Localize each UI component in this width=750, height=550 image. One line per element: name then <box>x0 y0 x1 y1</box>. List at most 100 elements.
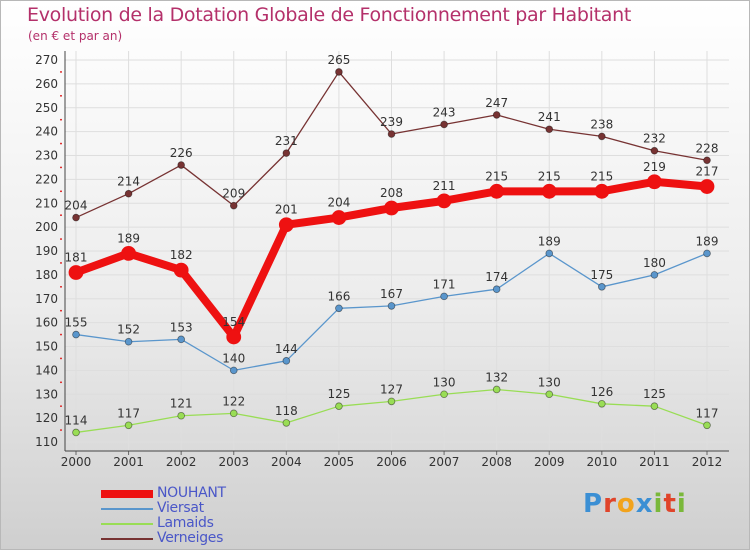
x-tick-label-2002: 2002 <box>166 455 197 469</box>
point-nouhant-2002 <box>173 262 189 278</box>
data-label-viersat-2005: 166 <box>327 289 350 303</box>
point-verneiges-2008 <box>492 111 501 119</box>
data-label-lamaids-2002: 121 <box>170 397 193 411</box>
point-viersat-2010 <box>598 283 606 291</box>
data-label-verneiges-2000: 204 <box>65 199 88 213</box>
data-label-nouhant-2004: 201 <box>275 203 298 217</box>
point-nouhant-2004 <box>278 217 294 233</box>
data-label-lamaids-2003: 122 <box>222 394 245 408</box>
y-tick-label-180: 180 <box>35 268 58 282</box>
y-tick-label-200: 200 <box>35 220 58 234</box>
legend-swatch-verneiges <box>101 538 153 540</box>
data-label-nouhant-2010: 215 <box>590 169 613 183</box>
point-lamaids-2002 <box>177 411 185 420</box>
logo-letter: x <box>635 489 654 519</box>
chart-subtitle: (en € et par an) <box>28 29 123 43</box>
point-nouhant-2010 <box>594 183 610 199</box>
x-tick-label-2000: 2000 <box>61 455 92 469</box>
legend-label-viersat: Viersat <box>157 500 204 516</box>
point-verneiges-2009 <box>545 125 554 134</box>
data-label-lamaids-2001: 117 <box>117 406 140 420</box>
point-verneiges-2012 <box>703 156 711 165</box>
point-verneiges-2010 <box>598 132 606 141</box>
y-tick-label-260: 260 <box>35 77 58 91</box>
data-label-lamaids-2004: 118 <box>275 404 298 418</box>
y-tick-label-230: 230 <box>35 149 58 163</box>
x-tick-label-2012: 2012 <box>692 455 723 469</box>
point-nouhant-2009 <box>541 183 557 199</box>
legend-swatch-nouhant <box>101 490 153 498</box>
axes: 110 120 130 140 150 160 170 180 190 200 210 220 230 2… <box>35 51 729 469</box>
y-tick-label-190: 190 <box>35 244 58 258</box>
point-viersat-2002 <box>177 335 185 344</box>
x-tick-label-2011: 2011 <box>639 455 670 469</box>
point-nouhant-2012 <box>699 179 715 194</box>
y-tick-label-240: 240 <box>35 125 58 139</box>
point-lamaids-2004 <box>282 419 291 427</box>
legend-swatch-viersat <box>101 508 153 510</box>
proxiti-logo: Proxiti <box>583 489 687 519</box>
point-nouhant-2008 <box>489 183 505 199</box>
legend-label-nouhant: NOUHANT <box>157 485 226 501</box>
data-label-viersat-2003: 140 <box>222 351 245 365</box>
y-tick-label-130: 130 <box>35 387 58 401</box>
point-nouhant-2001 <box>121 245 136 261</box>
point-viersat-2000 <box>72 330 80 339</box>
point-lamaids-2006 <box>387 397 396 406</box>
y-tick-label-210: 210 <box>35 196 58 210</box>
data-label-nouhant-2001: 189 <box>117 231 140 245</box>
point-lamaids-2003 <box>229 409 238 418</box>
point-lamaids-2008 <box>492 385 501 394</box>
point-verneiges-2000 <box>72 213 80 222</box>
logo-letter: o <box>616 489 636 519</box>
data-label-viersat-2000: 155 <box>65 316 88 330</box>
y-tick-label-170: 170 <box>35 292 58 306</box>
x-tick-label-2004: 2004 <box>271 455 302 469</box>
data-label-verneiges-2011: 232 <box>643 132 666 146</box>
point-viersat-2007 <box>440 292 448 301</box>
data-label-verneiges-2010: 238 <box>590 117 613 131</box>
data-label-nouhant-2005: 204 <box>327 196 350 210</box>
data-label-verneiges-2006: 239 <box>380 115 403 129</box>
x-tick-label-2003: 2003 <box>218 455 249 469</box>
y-tick-label-120: 120 <box>35 411 58 425</box>
point-nouhant-2007 <box>436 193 452 209</box>
point-lamaids-2007 <box>440 390 448 399</box>
point-lamaids-2001 <box>124 421 133 430</box>
data-label-verneiges-2005: 265 <box>327 53 350 67</box>
data-label-nouhant-2003: 154 <box>222 315 245 329</box>
point-nouhant-2011 <box>647 174 662 190</box>
y-tick-label-140: 140 <box>35 363 58 377</box>
data-label-viersat-2002: 153 <box>170 320 193 334</box>
data-label-nouhant-2011: 219 <box>643 160 666 174</box>
logo-letter: P <box>583 489 604 519</box>
point-viersat-2006 <box>387 302 396 310</box>
x-tick-label-2007: 2007 <box>429 455 460 469</box>
point-viersat-2012 <box>703 249 711 258</box>
data-label-nouhant-2002: 182 <box>170 248 193 262</box>
logo-letter: i <box>676 489 687 519</box>
data-label-verneiges-2001: 214 <box>117 175 140 189</box>
data-label-nouhant-2006: 208 <box>380 186 403 200</box>
x-tick-label-2005: 2005 <box>324 455 355 469</box>
legend-label-verneiges: Verneiges <box>157 530 224 546</box>
y-tick-label-220: 220 <box>35 172 58 186</box>
point-viersat-2004 <box>282 357 291 365</box>
point-verneiges-2002 <box>177 161 185 169</box>
data-label-lamaids-2000: 114 <box>65 413 88 427</box>
logo-letter: t <box>663 489 677 519</box>
y-tick-label-270: 270 <box>35 53 58 67</box>
point-viersat-2001 <box>124 337 133 346</box>
logo-letter: i <box>653 489 664 519</box>
data-label-nouhant-2008: 215 <box>485 169 508 183</box>
data-label-verneiges-2002: 226 <box>170 146 193 160</box>
data-label-viersat-2009: 189 <box>538 234 561 248</box>
data-label-nouhant-2012: 217 <box>696 165 719 179</box>
point-nouhant-2003 <box>226 329 242 345</box>
point-viersat-2009 <box>545 249 554 258</box>
point-verneiges-2003 <box>229 201 238 210</box>
data-label-viersat-2008: 174 <box>485 270 508 284</box>
data-label-viersat-2006: 167 <box>380 287 403 301</box>
